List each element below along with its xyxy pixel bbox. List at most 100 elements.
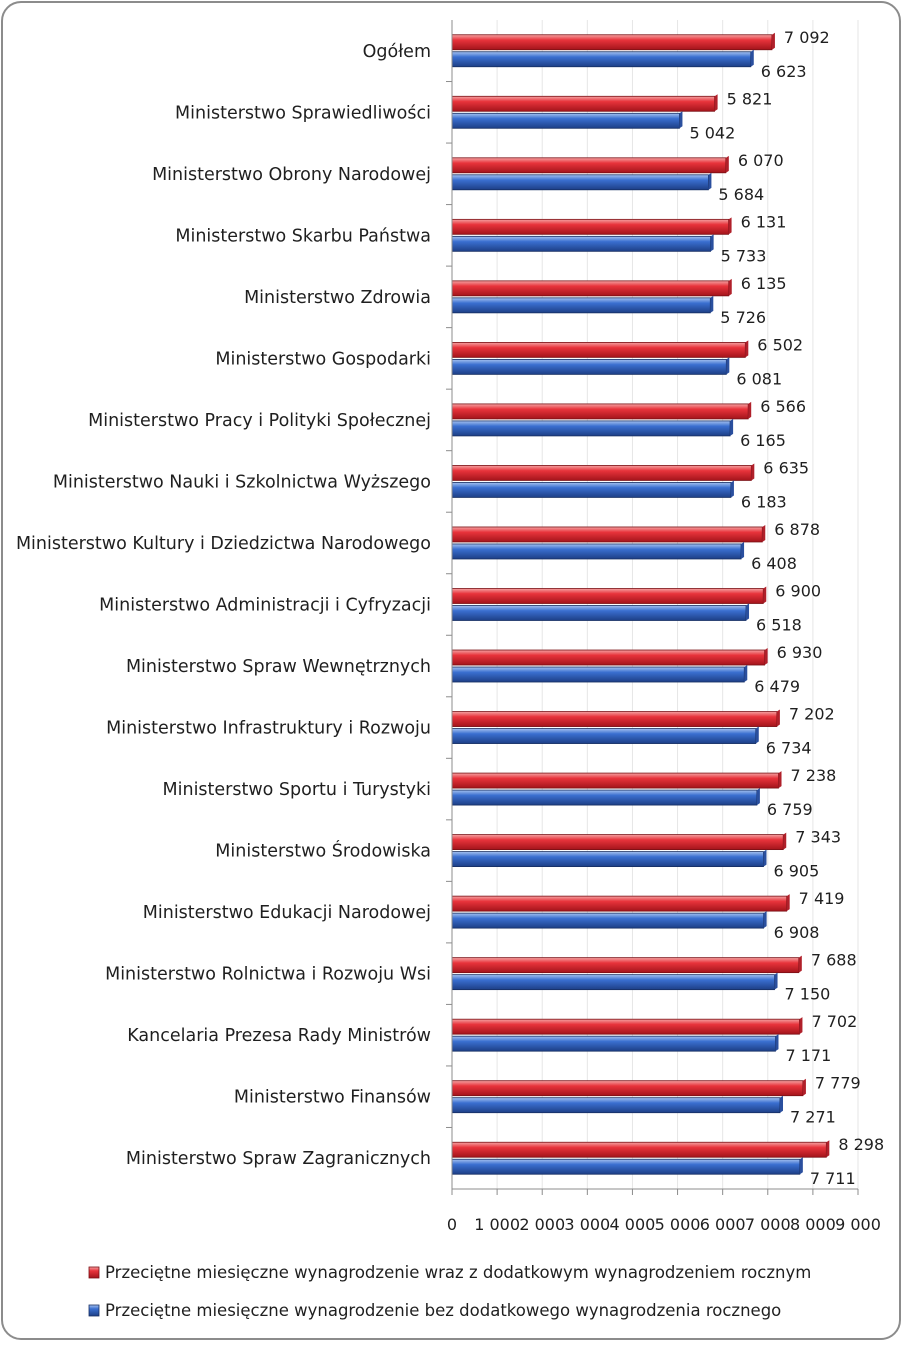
category-label: Ministerstwo Infrastruktury i Rozwoju (106, 719, 431, 739)
bar-end-cap (799, 1017, 803, 1035)
bar-without-bonus (451, 482, 732, 498)
category-label: Ministerstwo Finansów (234, 1088, 431, 1108)
bar-without-bonus (451, 51, 752, 68)
category-label: Ministerstwo Nauki i Szkolnictwa Wyższeg… (53, 472, 431, 492)
legend: Przeciętne miesięczne wynagrodzenie wraz… (88, 1263, 811, 1320)
bar-end-cap (780, 1095, 784, 1113)
data-label: 7 711 (810, 1169, 856, 1188)
data-label: 6 081 (736, 369, 782, 388)
data-label: 7 238 (791, 766, 837, 785)
data-label: 7 171 (785, 1046, 831, 1065)
data-label: 6 566 (760, 397, 806, 416)
bar-end-cap (725, 155, 729, 173)
data-label: 6 635 (763, 458, 809, 477)
data-label: 6 408 (751, 554, 797, 573)
bar-end-cap (762, 524, 766, 542)
category-label: Ministerstwo Spraw Zagranicznych (126, 1149, 431, 1169)
bar-end-cap (771, 32, 775, 50)
bar-without-bonus (451, 1158, 801, 1175)
data-label: 7 419 (799, 889, 845, 908)
legend-swatch (88, 1266, 100, 1279)
legend-label: Przeciętne miesięczne wynagrodzenie bez … (105, 1301, 781, 1320)
bar-without-bonus (451, 974, 775, 991)
data-label: 6 759 (767, 800, 813, 819)
bar-with-bonus (451, 403, 749, 420)
bar-with-bonus (451, 772, 779, 789)
x-tick-label: 0 (447, 1215, 457, 1234)
bar-end-cap (730, 480, 734, 498)
bar-with-bonus (451, 711, 778, 727)
bar-with-bonus (451, 95, 715, 112)
category-label: Ministerstwo Edukacji Narodowej (143, 903, 431, 923)
bar-end-cap (745, 340, 749, 358)
data-label: 5 726 (720, 308, 766, 327)
bar-with-bonus (451, 341, 746, 358)
data-label: 6 878 (774, 520, 820, 539)
bar-without-bonus (451, 235, 712, 252)
bar-without-bonus (451, 912, 765, 929)
bar-with-bonus (451, 957, 800, 974)
bar-without-bonus (451, 297, 711, 314)
x-tick-label: 5 000 (655, 1215, 701, 1234)
bar-with-bonus (451, 1018, 800, 1035)
bar-end-cap (750, 49, 754, 67)
bar-without-bonus (451, 112, 680, 129)
bar-end-cap (802, 1078, 806, 1096)
bar-with-bonus (451, 895, 788, 912)
bar-end-cap (751, 463, 755, 481)
bar-with-bonus (451, 157, 727, 174)
bar-end-cap (679, 111, 683, 129)
x-tick-label: 3 000 (564, 1215, 610, 1234)
bar-end-cap (728, 278, 732, 296)
data-label: 7 092 (784, 28, 830, 47)
data-label: 5 733 (721, 246, 767, 265)
bar-without-bonus (451, 174, 709, 191)
bar-end-cap (798, 955, 802, 973)
category-label: Ministerstwo Kultury i Dziedzictwa Narod… (16, 534, 431, 554)
bar-without-bonus (451, 358, 727, 375)
category-labels: Ogółem Ministerstwo Sprawiedliwości Minist… (16, 42, 431, 1169)
bar-end-cap (775, 1034, 779, 1052)
bar-with-bonus (451, 280, 730, 297)
bar-end-cap (746, 603, 750, 621)
category-label: Ministerstwo Obrony Narodowej (152, 165, 431, 185)
bar-end-cap (710, 234, 714, 252)
x-tick-label: 7 000 (745, 1215, 791, 1234)
data-label: 5 684 (718, 185, 764, 204)
category-label: Ministerstwo Zdrowia (244, 288, 431, 308)
bars (451, 32, 830, 1175)
data-label: 6 131 (741, 212, 787, 231)
category-label: Ministerstwo Sportu i Turystyki (163, 780, 431, 800)
category-label: Ministerstwo Środowiska (215, 840, 431, 862)
bar-end-cap (763, 911, 767, 929)
data-label: 6 900 (775, 582, 821, 601)
data-label: 7 702 (811, 1012, 857, 1031)
bar-end-cap (744, 665, 748, 683)
data-label: 6 623 (761, 62, 807, 81)
data-label: 6 908 (774, 923, 820, 942)
category-label: Ministerstwo Sprawiedliwości (175, 103, 431, 123)
x-tick-label: 1 000 (474, 1215, 520, 1234)
x-tick-label: 6 000 (700, 1215, 746, 1234)
data-label: 6 502 (757, 335, 803, 354)
bar-without-bonus (451, 605, 747, 621)
bar-end-cap (764, 648, 768, 666)
data-label: 6 165 (740, 431, 786, 450)
bar-with-bonus (451, 34, 773, 51)
data-label: 7 271 (790, 1108, 836, 1127)
bar-with-bonus (451, 649, 766, 666)
data-label: 6 734 (766, 739, 812, 758)
data-label: 6 183 (741, 492, 787, 511)
bar-end-cap (708, 172, 712, 190)
data-label: 7 343 (795, 828, 841, 847)
category-label: Ministerstwo Skarbu Państwa (175, 226, 431, 246)
data-label: 6 135 (741, 274, 787, 293)
data-label: 8 298 (838, 1135, 884, 1154)
category-label: Ministerstwo Pracy i Polityki Społecznej (88, 411, 431, 431)
bar-without-bonus (451, 420, 731, 437)
x-tick-label: 2 000 (519, 1215, 565, 1234)
bar-without-bonus (451, 666, 745, 683)
bar-without-bonus (451, 543, 742, 560)
